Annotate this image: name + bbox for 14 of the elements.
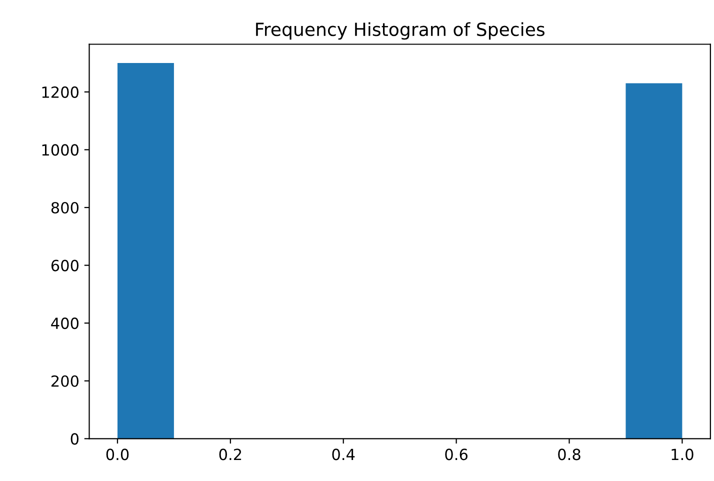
y-tick-label: 1200 bbox=[42, 86, 79, 98]
y-tick-label: 600 bbox=[51, 260, 79, 272]
x-tick-label: 0.0 bbox=[106, 448, 129, 460]
x-tick-label: 0.4 bbox=[332, 448, 355, 460]
y-tick-label: 200 bbox=[51, 375, 79, 387]
x-tick-label: 0.6 bbox=[445, 448, 468, 460]
y-tick-label: 800 bbox=[51, 202, 79, 214]
chart-title: Frequency Histogram of Species bbox=[256, 22, 544, 40]
x-tick-label: 0.8 bbox=[558, 448, 580, 460]
x-tick-label: 1.0 bbox=[672, 448, 694, 460]
x-tick-label: 0.2 bbox=[219, 448, 242, 460]
y-tick-label: 1000 bbox=[42, 144, 79, 156]
y-tick-label: 0 bbox=[70, 433, 79, 445]
y-tick-label: 400 bbox=[51, 318, 79, 330]
